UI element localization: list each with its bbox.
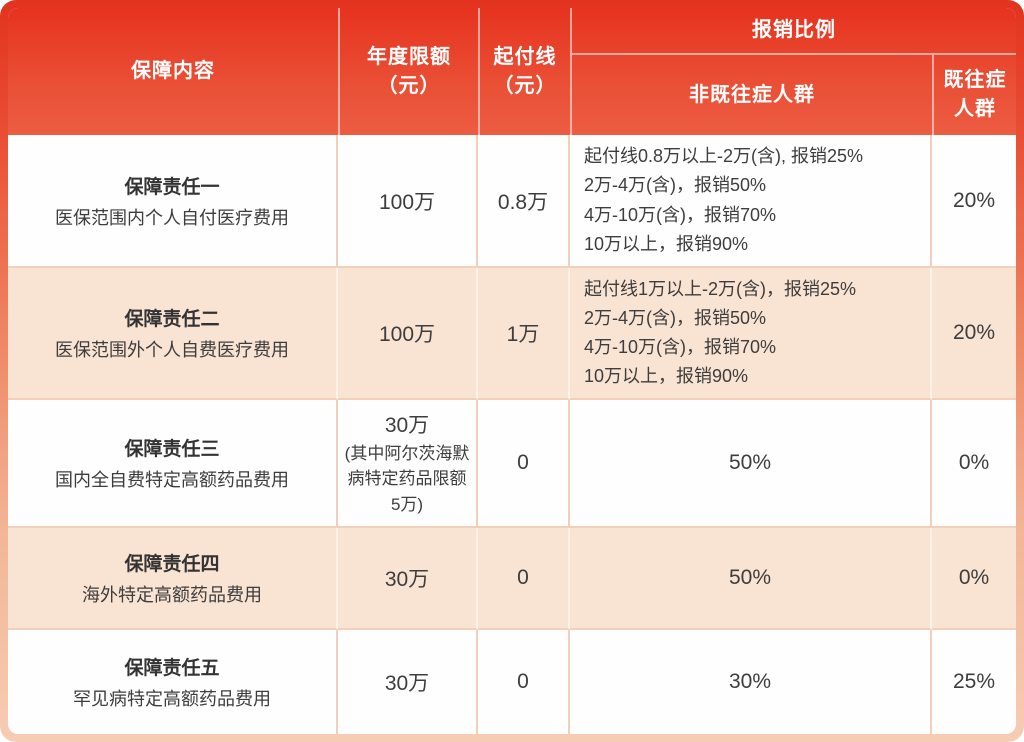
coverage-subtitle: 国内全自费特定高额药品费用: [55, 470, 289, 490]
reimbursement-line: 2万-4万(含)，报销50%: [584, 307, 767, 328]
preexisting-cell: 0%: [932, 528, 1016, 630]
header-annual-limit-line2: （元）: [377, 74, 441, 97]
coverage-title: 保障责任五: [124, 658, 220, 679]
preexisting-cell: 20%: [932, 135, 1016, 268]
deductible-cell: 1万: [478, 268, 570, 400]
benefits-table: 保障内容 年度限额 （元） 起付线 （元） 报销比例 非既往症人群 既往症人群 …: [8, 8, 1016, 734]
coverage-cell: 保障责任二 医保范围外个人自费医疗费用: [8, 268, 338, 400]
header-reimbursement-label: 报销比例: [752, 19, 836, 41]
deductible-cell: 0: [478, 630, 570, 734]
annual-limit-note: (其中阿尔茨海默病特定药品限额5万): [344, 443, 470, 514]
reimbursement-line: 30%: [728, 670, 772, 693]
reimbursement-line: 4万-10万(含)，报销70%: [584, 204, 777, 225]
header-preexisting: 既往症人群: [932, 53, 1016, 135]
deductible-cell: 0.8万: [478, 135, 570, 268]
coverage-cell: 保障责任三 国内全自费特定高额药品费用: [8, 400, 338, 528]
coverage-cell: 保障责任四 海外特定高额药品费用: [8, 528, 338, 630]
reimbursement-line: 2万-4万(含)，报销50%: [584, 175, 767, 196]
header-deductible: 起付线 （元）: [478, 8, 570, 135]
reimbursement-line: 10万以上，报销90%: [584, 366, 749, 387]
header-coverage-label: 保障内容: [131, 60, 215, 82]
table-header: 保障内容 年度限额 （元） 起付线 （元） 报销比例 非既往症人群 既往症人群: [8, 8, 1016, 135]
table-body: 保障责任一 医保范围内个人自付医疗费用 100万 0.8万 起付线0.8万以上-…: [8, 135, 1016, 734]
reimbursement-line: 起付线0.8万以上-2万(含), 报销25%: [584, 146, 864, 167]
preexisting-cell: 25%: [932, 630, 1016, 734]
non-preexisting-cell: 50%: [570, 528, 932, 630]
header-reimbursement: 报销比例: [570, 8, 1016, 53]
header-non-preexisting: 非既往症人群: [570, 53, 932, 135]
reimbursement-line: 50%: [728, 451, 772, 474]
coverage-subtitle: 罕见病特定高额药品费用: [73, 689, 271, 709]
coverage-cell: 保障责任一 医保范围内个人自付医疗费用: [8, 135, 338, 268]
coverage-cell: 保障责任五 罕见病特定高额药品费用: [8, 630, 338, 734]
coverage-title: 保障责任四: [124, 554, 220, 575]
reimbursement-line: 4万-10万(含)，报销70%: [584, 337, 777, 357]
annual-limit-value: 30万: [384, 413, 430, 437]
header-deductible-line1: 起付线: [493, 45, 557, 68]
deductible-cell: 0: [478, 400, 570, 528]
annual-limit-cell: 30万: [338, 630, 478, 734]
header-annual-limit-line1: 年度限额: [367, 45, 451, 68]
header-annual-limit: 年度限额 （元）: [338, 8, 478, 135]
coverage-subtitle: 海外特定高额药品费用: [82, 585, 262, 605]
coverage-title: 保障责任三: [124, 439, 220, 460]
deductible-cell: 0: [478, 528, 570, 630]
header-preexisting-label: 既往症人群: [943, 69, 1007, 120]
preexisting-cell: 0%: [932, 400, 1016, 528]
reimbursement-line: 50%: [728, 566, 772, 589]
preexisting-cell: 20%: [932, 268, 1016, 400]
annual-limit-value: 30万: [384, 672, 430, 695]
header-non-preexisting-label: 非既往症人群: [689, 83, 815, 106]
header-coverage: 保障内容: [8, 8, 338, 135]
non-preexisting-cell: 30%: [570, 630, 932, 734]
reimbursement-line: 起付线1万以上-2万(含)，报销25%: [584, 278, 857, 299]
annual-limit-cell: 100万: [338, 268, 478, 400]
non-preexisting-cell: 起付线1万以上-2万(含)，报销25% 2万-4万(含)，报销50% 4万-10万(…: [570, 268, 932, 400]
coverage-title: 保障责任二: [124, 309, 220, 330]
coverage-title: 保障责任一: [124, 176, 220, 198]
coverage-subtitle: 医保范围外个人自费医疗费用: [55, 340, 289, 360]
annual-limit-value: 100万: [378, 323, 436, 346]
non-preexisting-cell: 起付线0.8万以上-2万(含), 报销25% 2万-4万(含)，报销50% 4万-1…: [570, 135, 932, 268]
annual-limit-cell: 30万: [338, 528, 478, 630]
reimbursement-line: 10万以上，报销90%: [584, 233, 749, 254]
annual-limit-value: 30万: [384, 568, 430, 591]
annual-limit-cell: 100万: [338, 135, 478, 268]
header-deductible-line2: （元）: [493, 74, 557, 97]
coverage-subtitle: 医保范围内个人自付医疗费用: [55, 207, 289, 228]
non-preexisting-cell: 50%: [570, 400, 932, 528]
annual-limit-value: 100万: [378, 190, 436, 214]
annual-limit-cell: 30万 (其中阿尔茨海默病特定药品限额5万): [338, 400, 478, 528]
